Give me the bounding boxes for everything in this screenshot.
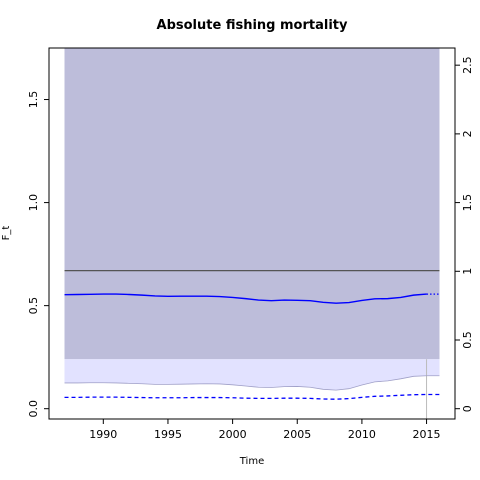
x-tick-label-2015: 2015 [413, 428, 441, 441]
y2-tick-label-1: 0.5 [461, 331, 474, 349]
y-tick-label-3: 1.5 [27, 91, 40, 109]
y-tick-label-2: 1.0 [27, 194, 40, 212]
y-axis-label: F_t [1, 226, 12, 241]
y-tick-label-1: 0.5 [27, 297, 40, 315]
x-tick-label-2000: 2000 [219, 428, 247, 441]
y-axis-left: 0.0 0.5 1.0 1.5 [27, 91, 49, 418]
x-tick-label-2005: 2005 [283, 428, 311, 441]
x-axis: 1990 1995 2000 2005 2010 2015 [89, 419, 441, 441]
series-estimate [64, 293, 427, 304]
y2-tick-label-4: 2 [461, 130, 474, 137]
x-tick-label-1990: 1990 [89, 428, 117, 441]
y2-tick-label-2: 1 [461, 268, 474, 275]
upper-band [64, 48, 440, 360]
x-tick-label-2010: 2010 [348, 428, 376, 441]
bands-group [64, 48, 440, 391]
y-tick-label-0: 0.0 [27, 400, 40, 418]
y2-tick-label-3: 1.5 [461, 194, 474, 212]
y2-tick-label-5: 2.5 [461, 56, 474, 74]
lines-group [64, 270, 440, 419]
x-axis-label: Time [239, 456, 264, 467]
ci-band [64, 359, 440, 391]
series-ci_upper [64, 375, 440, 391]
y2-tick-label-0: 0 [461, 405, 474, 412]
x-tick-label-1995: 1995 [154, 428, 182, 441]
plot-frame [48, 47, 456, 420]
chart-title: Absolute fishing mortality [157, 18, 348, 33]
y-axis-right: 0 0.5 1 1.5 2 2.5 [455, 56, 474, 412]
